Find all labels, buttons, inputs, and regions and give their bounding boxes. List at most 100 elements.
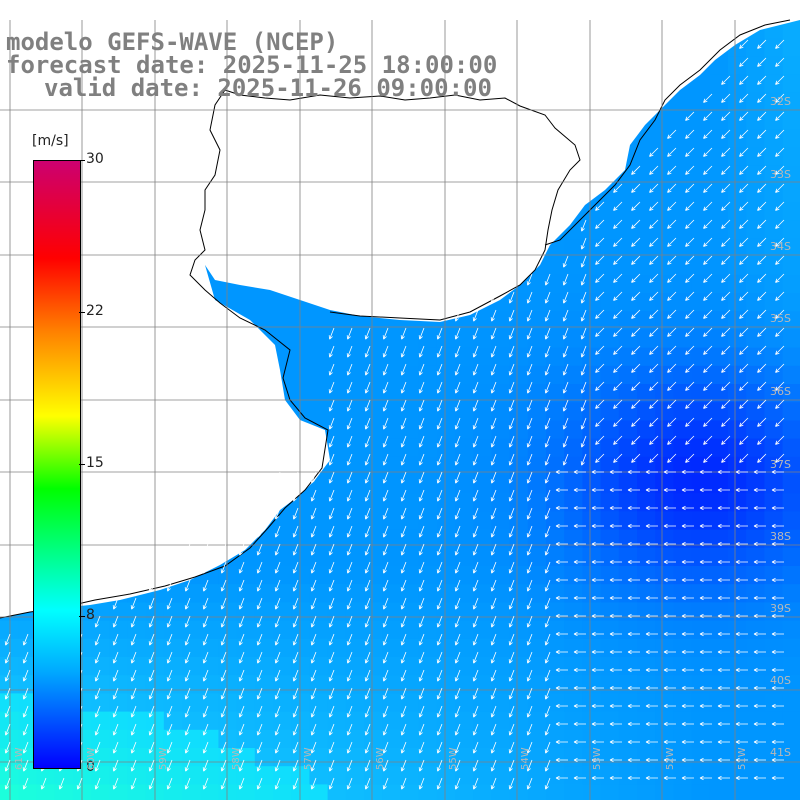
field-cell (291, 566, 310, 585)
wind-arrow (613, 291, 623, 301)
field-cell (400, 475, 420, 494)
wind-arrow (238, 561, 245, 574)
wind-arrow (436, 561, 443, 574)
field-cell (564, 693, 583, 713)
wind-arrow (613, 435, 623, 445)
field-cell (509, 293, 529, 312)
field-cell (655, 274, 674, 294)
wind-arrow (274, 507, 281, 520)
field-cell (673, 657, 693, 676)
wind-arrow (544, 453, 551, 466)
field-cell (345, 456, 365, 476)
wind-arrow (508, 399, 515, 412)
field-cell (91, 638, 110, 658)
wind-arrow (436, 705, 443, 718)
wind-arrow (382, 651, 389, 664)
wind-arrow (663, 559, 676, 565)
wind-arrow (645, 505, 658, 511)
field-cell (637, 748, 656, 767)
wind-arrow (256, 615, 263, 628)
field-cell (655, 529, 674, 549)
field-cell (655, 329, 674, 349)
wind-arrow (490, 615, 497, 628)
lat-label: 33S (770, 168, 791, 181)
field-cell (291, 602, 310, 622)
wind-arrow (580, 399, 587, 412)
wind-arrow (454, 687, 461, 700)
lon-label: 60W (86, 747, 97, 770)
wind-arrow (699, 631, 712, 637)
wind-arrow (591, 613, 604, 619)
lon-label: 54W (520, 747, 531, 770)
wind-arrow (663, 469, 676, 475)
wind-arrow (472, 417, 479, 430)
wind-arrow (364, 327, 371, 340)
wind-arrow (721, 291, 731, 301)
field-cell (709, 784, 729, 800)
wind-arrow (454, 525, 461, 538)
field-cell (782, 657, 800, 676)
field-cell (527, 602, 547, 622)
field-cell (691, 602, 711, 622)
wind-arrow (562, 255, 569, 268)
field-cell (655, 293, 674, 312)
field-cell (582, 711, 602, 731)
field-cell (418, 657, 438, 676)
wind-arrow (681, 631, 694, 637)
field-cell (473, 493, 492, 512)
wind-arrow (382, 417, 389, 430)
wind-arrow (667, 453, 677, 463)
field-cell (600, 365, 620, 385)
wind-arrow (591, 577, 604, 583)
field-cell (327, 493, 347, 512)
wind-arrow (274, 633, 281, 646)
field-cell (273, 620, 292, 640)
field-cell (436, 729, 456, 749)
wind-arrow (663, 667, 676, 673)
field-cell (91, 675, 110, 694)
wind-arrow (685, 363, 695, 373)
field-cell (600, 748, 620, 767)
field-cell (764, 420, 784, 440)
wind-arrow (667, 291, 677, 301)
field-cell (782, 111, 800, 130)
wind-arrow (739, 291, 749, 301)
wind-arrow (703, 435, 713, 445)
wind-arrow (238, 633, 245, 646)
wind-arrow (739, 93, 749, 103)
wind-arrow (400, 687, 407, 700)
wind-arrow (544, 363, 551, 376)
field-cell (637, 165, 656, 185)
field-cell (182, 602, 201, 622)
wind-arrow (274, 471, 281, 484)
wind-arrow (508, 777, 515, 790)
wind-arrow (591, 757, 604, 763)
field-cell (382, 602, 401, 622)
wind-arrow (22, 633, 29, 646)
field-cell (473, 365, 492, 385)
wind-arrow (490, 561, 497, 574)
field-cell (473, 420, 492, 440)
wind-arrow (418, 669, 425, 682)
wind-arrow (130, 633, 137, 646)
wind-arrow (472, 525, 479, 538)
field-cell (600, 620, 620, 640)
field-cell (163, 711, 183, 731)
wind-arrow (699, 523, 712, 529)
wind-arrow (627, 613, 640, 619)
wind-arrow (544, 507, 551, 520)
wind-arrow (508, 561, 515, 574)
wind-arrow (681, 559, 694, 565)
field-cell (491, 693, 511, 713)
field-cell (236, 729, 256, 749)
wind-arrow (166, 597, 173, 610)
wind-arrow (202, 543, 209, 556)
wind-arrow (613, 399, 623, 409)
wind-arrow (166, 651, 173, 664)
field-cell (600, 584, 620, 603)
wind-arrow (735, 469, 748, 475)
wind-arrow (721, 309, 731, 319)
field-cell (655, 711, 674, 731)
wind-arrow (364, 687, 371, 700)
field-cell (527, 711, 547, 731)
